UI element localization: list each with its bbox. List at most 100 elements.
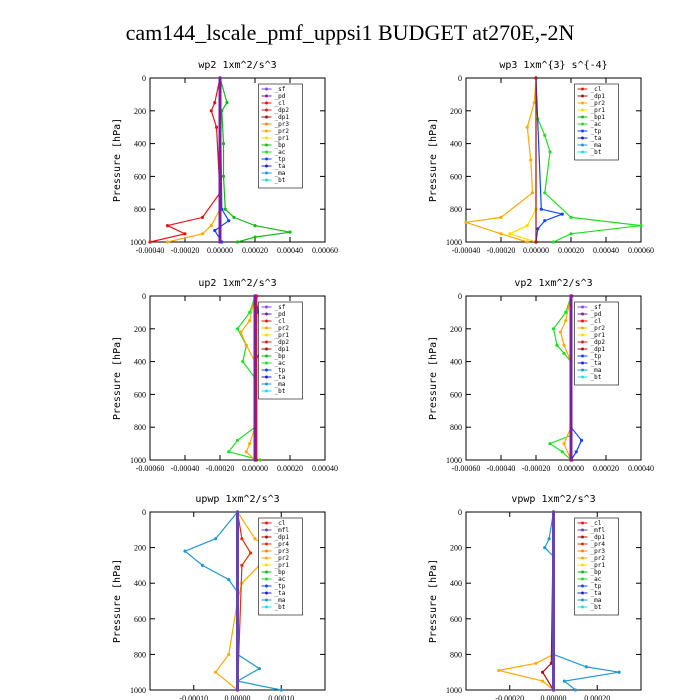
y-tick-label: 600 bbox=[450, 390, 462, 399]
legend-marker-dp1 bbox=[265, 115, 268, 119]
legend-marker-dp2 bbox=[265, 108, 268, 112]
legend-label-pr1: _pr1 bbox=[275, 332, 290, 339]
y-tick-label: 200 bbox=[450, 325, 462, 334]
legend-label-pr1: _pr1 bbox=[591, 107, 606, 114]
x-tick-label: 0.00060 bbox=[312, 246, 338, 255]
legend-marker-pr2 bbox=[265, 556, 268, 560]
series-point-bp bbox=[235, 240, 240, 244]
y-tick-label: 400 bbox=[450, 358, 462, 367]
legend-label-bt: _bt bbox=[275, 177, 286, 184]
legend-marker-ta bbox=[581, 361, 584, 365]
x-tick-label: 0.00040 bbox=[277, 246, 303, 255]
legend-label-bt: _bt bbox=[591, 149, 602, 156]
legend-marker-bp bbox=[265, 570, 268, 574]
series-point-cl bbox=[148, 240, 152, 244]
series-point-pd bbox=[253, 294, 257, 298]
legend-label-ma: _ma bbox=[591, 597, 602, 604]
series-point-pr2 bbox=[532, 101, 536, 105]
legend-marker-pr4 bbox=[581, 542, 584, 546]
panel-title: wp2 1xm^2/s^3 bbox=[198, 60, 276, 71]
legend-label-tp: _tp bbox=[275, 367, 286, 374]
legend-label-sf: _sf bbox=[275, 86, 286, 93]
y-axis-label: Pressure [hPa] bbox=[428, 336, 439, 420]
x-tick-label: 0.00020 bbox=[277, 464, 303, 473]
legend-label-dp2: _dp2 bbox=[275, 107, 290, 114]
y-axis-label: Pressure [hPa] bbox=[112, 118, 123, 202]
legend-label-bp1: _bp1 bbox=[591, 114, 606, 121]
series-point-cl bbox=[209, 109, 213, 113]
series-point-tp bbox=[560, 212, 564, 216]
series-point-ma bbox=[183, 549, 187, 553]
legend-label-ma: _ma bbox=[591, 367, 602, 374]
series-line-ac bbox=[548, 295, 572, 461]
series-point-tp bbox=[536, 227, 540, 231]
series-point-pr2 bbox=[497, 668, 501, 673]
plot-frame bbox=[465, 295, 642, 461]
x-tick-label: 0.00000 bbox=[541, 694, 567, 700]
y-tick-label: 0 bbox=[458, 508, 462, 517]
legend-marker-sf bbox=[265, 305, 268, 309]
legend-label-pr2: _pr2 bbox=[275, 128, 290, 135]
legend-marker-ta bbox=[581, 136, 584, 140]
legend-marker-pr2 bbox=[581, 101, 584, 105]
y-tick-label: 200 bbox=[450, 544, 462, 553]
y-tick-label: 0 bbox=[458, 292, 462, 301]
series-point-pr2 bbox=[529, 158, 533, 162]
x-tick-label: -0.00040 bbox=[487, 464, 516, 473]
series-point-dp1 bbox=[534, 240, 538, 244]
plot-frame bbox=[149, 295, 326, 461]
series-point-ac bbox=[639, 224, 643, 228]
legend-marker-dp1 bbox=[265, 535, 268, 539]
legend-label-pr2: _pr2 bbox=[591, 555, 606, 562]
legend-label-pd: _pd bbox=[275, 93, 286, 100]
series-point-bp bbox=[223, 207, 227, 211]
series-point-tp bbox=[579, 438, 584, 442]
legend-marker-ma bbox=[581, 368, 584, 372]
legend-label-pr4: _pr4 bbox=[591, 541, 606, 548]
legend-marker-dp2 bbox=[581, 340, 584, 344]
series-point-ac bbox=[555, 343, 559, 347]
series-point-ma bbox=[562, 679, 567, 683]
x-tick-label: -0.00020 bbox=[495, 694, 524, 700]
x-tick-label: -0.00020 bbox=[487, 246, 516, 255]
legend-marker-dp2 bbox=[265, 340, 268, 344]
series-point-ma bbox=[543, 546, 547, 550]
series-point-pr4 bbox=[240, 563, 244, 568]
chart-panel-1: wp3 1xm^{3} s^{-4} Pressure [hPa] 0 200 400 6… bbox=[428, 60, 654, 255]
legend-marker-bp bbox=[581, 570, 584, 574]
series-line-pr2 bbox=[498, 512, 555, 691]
legend-label-dp1: _dp1 bbox=[591, 346, 606, 353]
series-point-ac bbox=[543, 133, 547, 137]
series-point-pr2 bbox=[464, 220, 468, 224]
legend-label-pr1: _pr1 bbox=[591, 562, 606, 569]
legend-label-ta: _ta bbox=[591, 135, 602, 142]
series-point-pr2 bbox=[165, 240, 170, 244]
y-tick-label: 600 bbox=[450, 172, 462, 181]
legend-label-ma: _ma bbox=[275, 170, 286, 177]
legend-label-pd: _pd bbox=[591, 311, 602, 318]
legend-marker-pr1 bbox=[581, 108, 584, 112]
legend-label-ta: _ta bbox=[591, 360, 602, 367]
legend-marker-pr2 bbox=[265, 326, 268, 330]
legend-marker-dp1 bbox=[581, 535, 584, 539]
y-tick-label: 800 bbox=[134, 423, 146, 432]
series-point-ac bbox=[248, 310, 252, 314]
series-point-tp bbox=[213, 228, 217, 233]
legend-marker-ma bbox=[265, 171, 268, 175]
legend-marker-mfl bbox=[265, 528, 268, 532]
x-tick-label: -0.00040 bbox=[136, 246, 165, 255]
series-point-ac bbox=[235, 438, 240, 442]
y-tick-label: 800 bbox=[450, 650, 462, 659]
series-point-pr2 bbox=[530, 191, 535, 195]
series-point-cl bbox=[213, 101, 217, 105]
x-tick-label: 0.00020 bbox=[242, 246, 268, 255]
series-line-ac bbox=[227, 295, 261, 461]
series-point-pr4 bbox=[240, 537, 244, 541]
legend-label-ac: _ac bbox=[275, 149, 286, 156]
legend-label-dp1: _dp1 bbox=[275, 346, 290, 353]
legend-label-dp1: _dp1 bbox=[275, 114, 290, 121]
legend-label-ac: _ac bbox=[275, 576, 286, 583]
legend-label-cl: _cl bbox=[275, 520, 286, 527]
legend-marker-cl bbox=[265, 521, 268, 525]
series-point-ma bbox=[573, 688, 577, 692]
